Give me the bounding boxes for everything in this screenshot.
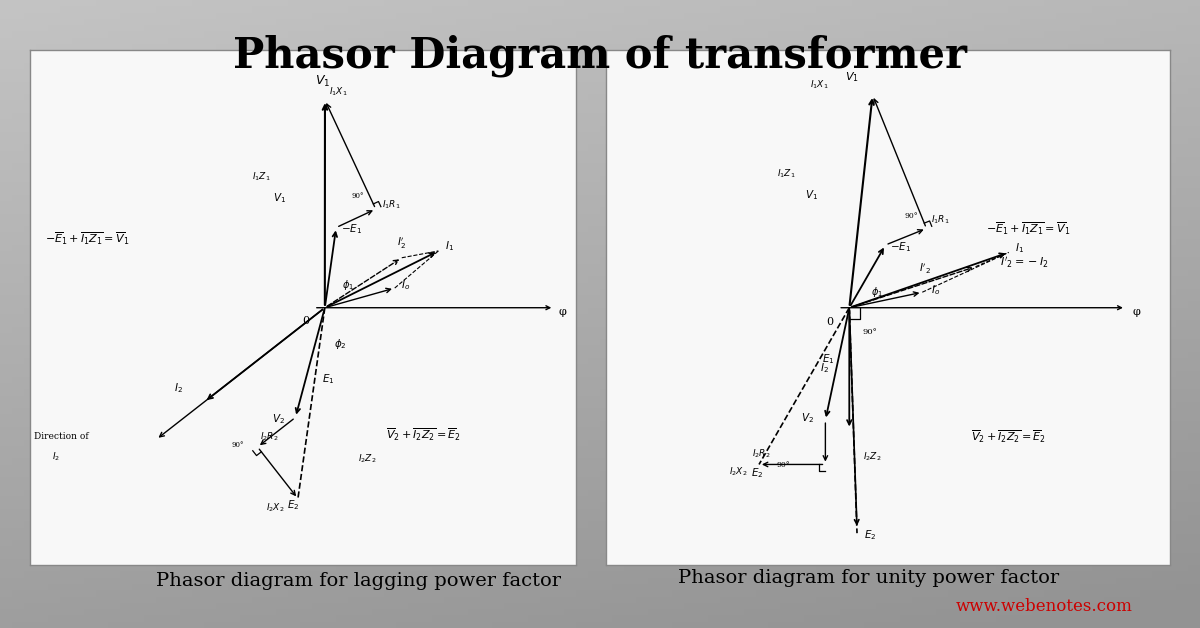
Text: 0: 0 <box>827 317 834 327</box>
Text: $V_1$: $V_1$ <box>272 191 286 205</box>
Text: $I_2R_2$: $I_2R_2$ <box>259 430 278 443</box>
Text: φ: φ <box>1133 307 1140 317</box>
Text: $V_2$: $V_2$ <box>802 411 815 425</box>
Text: $I_2Z_2$: $I_2Z_2$ <box>358 452 376 465</box>
Text: $I_2$: $I_2$ <box>52 450 60 463</box>
Text: 90°: 90° <box>776 461 791 469</box>
Text: $I_o$: $I_o$ <box>401 279 410 293</box>
Text: $V_1$: $V_1$ <box>846 70 859 84</box>
Text: $I_2X_2$: $I_2X_2$ <box>730 465 748 478</box>
Text: $-E_1$: $-E_1$ <box>341 222 361 236</box>
Text: $I_2$: $I_2$ <box>821 361 829 375</box>
Text: $I_1R_1$: $I_1R_1$ <box>931 214 949 226</box>
Text: $E_2$: $E_2$ <box>751 466 763 480</box>
Text: Phasor Diagram of transformer: Phasor Diagram of transformer <box>233 35 967 77</box>
Text: $V_1$: $V_1$ <box>805 188 818 202</box>
Text: 90°: 90° <box>905 212 918 220</box>
Text: $I_1X_1$: $I_1X_1$ <box>810 78 828 90</box>
Text: 90°: 90° <box>232 441 244 449</box>
Text: $E_2$: $E_2$ <box>864 528 876 542</box>
Text: $I_2Z_2$: $I_2Z_2$ <box>863 450 881 463</box>
Text: $I'_2$: $I'_2$ <box>919 262 931 276</box>
Text: 90°: 90° <box>863 328 877 337</box>
Text: $I_2$: $I_2$ <box>174 381 182 395</box>
Text: $E_1$: $E_1$ <box>323 372 335 386</box>
Text: $\phi_2$: $\phi_2$ <box>334 337 347 352</box>
Text: www.webenotes.com: www.webenotes.com <box>955 598 1133 615</box>
Text: $I_1Z_1$: $I_1Z_1$ <box>252 170 270 183</box>
Text: $I_2R_2$: $I_2R_2$ <box>751 448 770 460</box>
Text: $\overline{V}_2 + \overline{I_2Z_2} = \overline{E}_2$: $\overline{V}_2 + \overline{I_2Z_2} = \o… <box>386 426 461 443</box>
Text: $I_1$: $I_1$ <box>445 239 454 253</box>
Text: $E_2$: $E_2$ <box>287 498 300 512</box>
Text: $I_o$: $I_o$ <box>931 283 941 296</box>
Text: $V_1$: $V_1$ <box>316 74 330 89</box>
Text: $I_2X_2$: $I_2X_2$ <box>266 501 284 514</box>
Text: $I_1R_1$: $I_1R_1$ <box>383 198 401 211</box>
Text: $I_1X_1$: $I_1X_1$ <box>329 85 348 98</box>
Text: $\phi_1$: $\phi_1$ <box>342 278 354 293</box>
Text: $V_2$: $V_2$ <box>271 413 284 426</box>
Text: $\overline{V}_2 + \overline{I_2Z_2} = \overline{E}_2$: $\overline{V}_2 + \overline{I_2Z_2} = \o… <box>971 428 1046 445</box>
Text: $I'_2 = -I_2$: $I'_2 = -I_2$ <box>1000 256 1049 270</box>
Text: $I_1Z_1$: $I_1Z_1$ <box>778 167 796 180</box>
Text: $I_1$: $I_1$ <box>1015 241 1025 254</box>
Text: $-\overline{E}_1 + \overline{I_1Z_1} = \overline{V}_1$: $-\overline{E}_1 + \overline{I_1Z_1} = \… <box>46 230 130 247</box>
Text: $-E_1$: $-E_1$ <box>890 240 911 254</box>
Text: 0: 0 <box>302 317 310 327</box>
Text: 90°: 90° <box>352 192 365 200</box>
Text: $\phi_1$: $\phi_1$ <box>871 285 883 299</box>
Text: Direction of: Direction of <box>35 432 89 441</box>
Text: $E_1$: $E_1$ <box>822 352 834 366</box>
Text: $-\overline{E}_1 + \overline{I_1Z_1} = \overline{V}_1$: $-\overline{E}_1 + \overline{I_1Z_1} = \… <box>986 220 1070 237</box>
Text: Phasor diagram for lagging power factor: Phasor diagram for lagging power factor <box>156 572 562 590</box>
Text: Phasor diagram for unity power factor: Phasor diagram for unity power factor <box>678 569 1060 587</box>
Text: φ: φ <box>558 307 566 317</box>
Text: $I_2'$: $I_2'$ <box>397 236 407 251</box>
